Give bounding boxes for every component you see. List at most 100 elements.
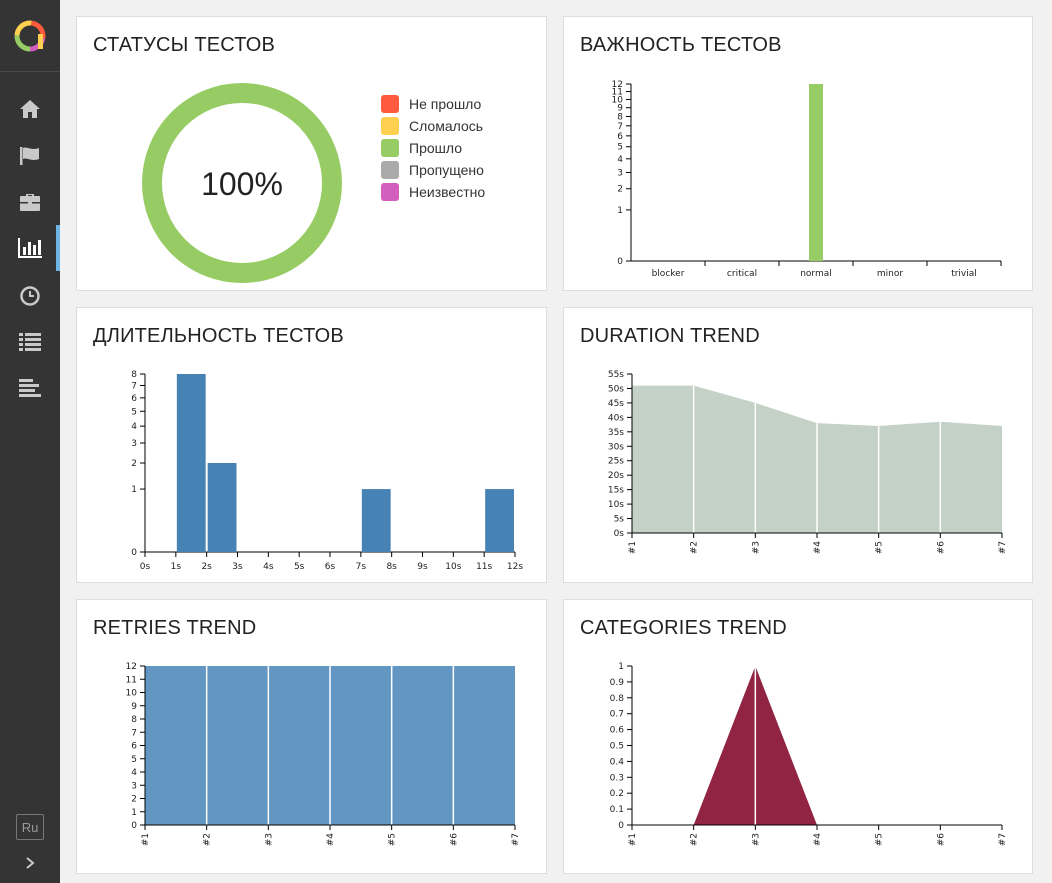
y-tick-label: 6 [131,742,137,752]
y-tick-label: 1 [131,485,137,495]
bar-chart-icon [18,238,42,258]
x-tick-label: #4 [813,833,823,847]
widget-severity: ВАЖНОСТЬ ТЕСТОВ 0 1 2 3 4 5 6 7 8 9 10 11 12 blocker c… [563,16,1033,291]
x-tick-label: trivial [951,269,977,279]
legend-swatch [381,161,399,179]
y-tick-label: 1 [131,808,137,818]
x-tick-label: #5 [875,541,885,554]
y-tick-label: 8 [131,370,137,380]
y-tick-label: 0 [617,257,623,267]
language-switcher[interactable]: Ru [16,814,44,840]
x-tick-label: #5 [875,833,885,846]
x-tick-label: 11s [476,562,492,572]
y-tick-label: 55s [608,370,624,380]
y-tick-label: 11 [612,88,623,98]
y-tick-label: 40s [608,413,624,423]
severity-bar [809,84,823,261]
y-tick-label: 7 [131,381,137,391]
y-tick-label: 3 [131,439,137,449]
y-tick-label: 10s [608,500,624,510]
y-tick-label: 0.5 [610,742,624,752]
x-tick-label: 8s [386,562,397,572]
legend-item-skipped[interactable]: Пропущено [381,159,485,181]
list-icon [19,333,41,351]
widget-title: CATEGORIES TREND [580,617,787,639]
x-tick-label: #2 [690,833,700,846]
y-tick-label: 4 [131,768,137,778]
widget-retries-trend: RETRIES TREND 0 1 2 3 4 5 6 7 8 9 10 11 12 #1 #2 #3 #4 #5… [76,599,547,874]
y-tick-label: 0.4 [610,757,625,767]
y-tick-label: 0 [618,821,624,831]
allure-logo[interactable] [0,0,60,72]
widget-title: ВАЖНОСТЬ ТЕСТОВ [580,34,782,56]
x-tick-label: #1 [628,833,638,846]
categories-trend-chart: 0 0.1 0.2 0.3 0.4 0.5 0.6 0.7 0.8 0.9 1 #1 #2 #3 #4 #5 #… [610,662,1008,847]
x-tick-label: #7 [998,833,1008,846]
nav-behaviors[interactable] [0,318,60,364]
timeline-icon [19,379,41,397]
y-tick-label: 2 [131,795,137,805]
y-tick-label: 0s [614,529,625,539]
widget-categories-trend: CATEGORIES TREND 0 0.1 0.2 0.3 0.4 0.5 0.6 0.7 0… [563,599,1033,874]
clock-icon [20,286,40,306]
status-donut-chart: 100% [142,83,342,283]
nav-packages[interactable] [0,364,60,410]
nav-overview[interactable] [0,86,60,132]
legend-item-unknown[interactable]: Неизвестно [381,181,485,203]
legend-item-passed[interactable]: Прошло [381,137,485,159]
briefcase-icon [20,194,40,211]
duration-trend-chart: 0s 5s 10s 15s 20s 25s 30s 35s 40s 45s 50s 55s #1 #2 #3… [608,370,1008,555]
x-tick-label: #1 [628,541,638,554]
y-tick-label: 0.1 [610,805,624,815]
nav-categories[interactable] [0,133,60,179]
y-tick-label: 5 [131,407,137,417]
widget-title: СТАТУСЫ ТЕСТОВ [93,34,276,56]
duration-bar [361,489,391,552]
y-tick-label: 12 [612,80,623,90]
x-tick-label: 6s [325,562,336,572]
nav-timeline[interactable] [0,273,60,319]
x-tick-label: #7 [511,833,521,846]
widget-title: DURATION TREND [580,325,760,347]
collapse-sidebar-button[interactable] [0,848,60,878]
chevron-right-icon [26,857,35,869]
y-tick-label: 4 [131,422,137,432]
y-tick-label: 6 [617,132,623,142]
y-tick-label: 30s [608,442,624,452]
legend-item-broken[interactable]: Сломалось [381,115,485,137]
widget-title: RETRIES TREND [93,617,257,639]
y-tick-label: 3 [617,169,623,179]
legend-item-failed[interactable]: Не прошло [381,93,485,115]
y-tick-label: 0.3 [610,773,624,783]
x-tick-label: #6 [936,541,946,555]
y-tick-label: 1 [618,662,624,672]
legend-label: Неизвестно [409,184,486,200]
legend-label: Пропущено [409,162,484,178]
y-tick-label: 5 [131,755,137,765]
y-tick-label: 3 [131,781,137,791]
y-tick-label: 7 [617,122,623,132]
x-tick-label: #6 [936,833,946,847]
y-tick-label: 20s [608,471,624,481]
legend-label: Сломалось [409,118,484,134]
y-tick-label: 9 [617,104,623,114]
nav-graphs[interactable] [0,225,60,271]
x-tick-label: #4 [813,541,823,555]
y-tick-label: 1 [617,206,623,216]
trend-area [632,666,1002,825]
legend-swatch [381,117,399,135]
duration-bar [176,374,206,552]
x-tick-label: 7s [356,562,367,572]
nav-suites[interactable] [0,179,60,225]
y-tick-label: 0.9 [610,678,625,688]
legend-label: Прошло [409,140,462,156]
y-tick-label: 4 [617,155,623,165]
y-tick-label: 0.2 [610,789,624,799]
x-tick-label: #5 [388,833,398,846]
legend-label: Не прошло [409,96,482,112]
y-tick-label: 0.7 [610,710,624,720]
donut-center-label: 100% [201,166,283,202]
flag-icon [20,147,39,165]
y-tick-label: 0 [131,821,137,831]
x-tick-label: #3 [264,833,274,846]
